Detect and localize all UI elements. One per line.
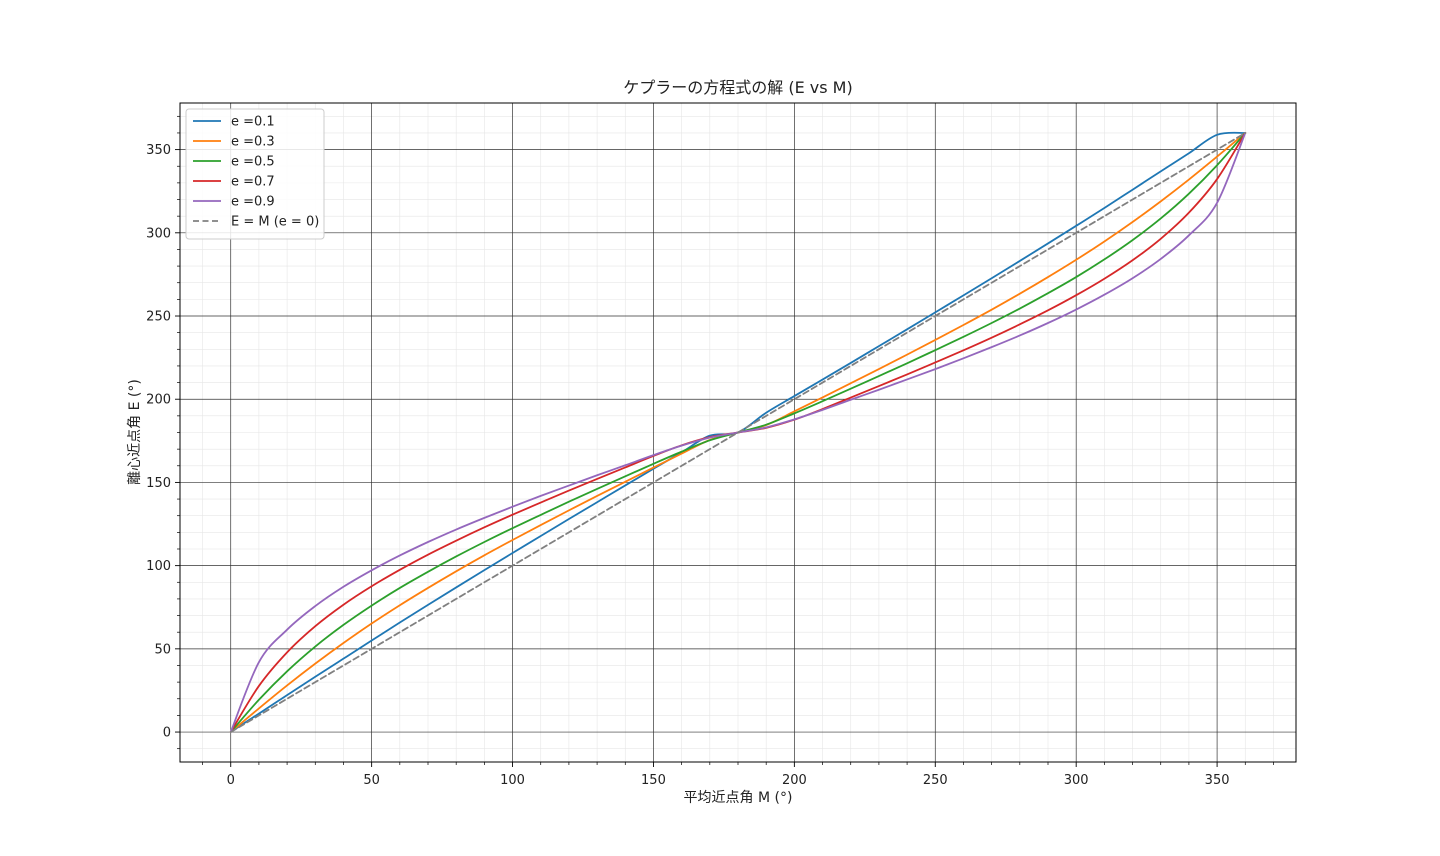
y-tick-label: 150	[146, 476, 171, 491]
legend-label-5: E = M (e = 0)	[231, 215, 319, 230]
y-axis-ticks: 0 50 100 150 200 250 300 350	[146, 143, 180, 741]
y-tick-label: 0	[163, 726, 171, 741]
legend-label-0: e =0.1	[231, 115, 275, 130]
y-tick-label: 300	[146, 226, 171, 241]
legend-label-4: e =0.9	[231, 195, 275, 210]
x-axis-label: 平均近点角 M (°)	[684, 790, 793, 806]
legend-label-3: e =0.7	[231, 175, 275, 190]
plot-frame	[179, 102, 1297, 763]
plot-area: 0 50 100 150 200 250 300 350 0 50 100 150 200 250 300…	[146, 102, 1297, 788]
x-tick-label: 350	[1205, 773, 1230, 788]
y-tick-label: 100	[146, 559, 171, 574]
y-tick-label: 250	[146, 310, 171, 325]
x-axis-ticks: 0 50 100 150 200 250 300 350	[227, 762, 1230, 788]
y-tick-label: 50	[154, 642, 171, 657]
major-grid	[180, 103, 1296, 762]
y-tick-label: 200	[146, 393, 171, 408]
x-tick-label: 50	[363, 773, 380, 788]
x-tick-label: 0	[227, 773, 235, 788]
x-tick-label: 150	[641, 773, 666, 788]
x-tick-label: 300	[1064, 773, 1089, 788]
series-layer	[229, 131, 1247, 733]
legend-label-2: e =0.5	[231, 155, 275, 170]
chart-title: ケプラーの方程式の解 (E vs M)	[623, 78, 852, 97]
x-tick-label: 100	[500, 773, 525, 788]
x-tick-label: 250	[923, 773, 948, 788]
legend-label-1: e =0.3	[231, 135, 275, 150]
legend: e =0.1 e =0.3 e =0.5 e =0.7 e =0.9 E = M (e =…	[185, 108, 325, 240]
y-axis-label: 離心近点角 E (°)	[126, 379, 143, 485]
x-tick-label: 200	[782, 773, 807, 788]
series-line-5	[229, 132, 1247, 733]
y-tick-label: 350	[146, 143, 171, 158]
